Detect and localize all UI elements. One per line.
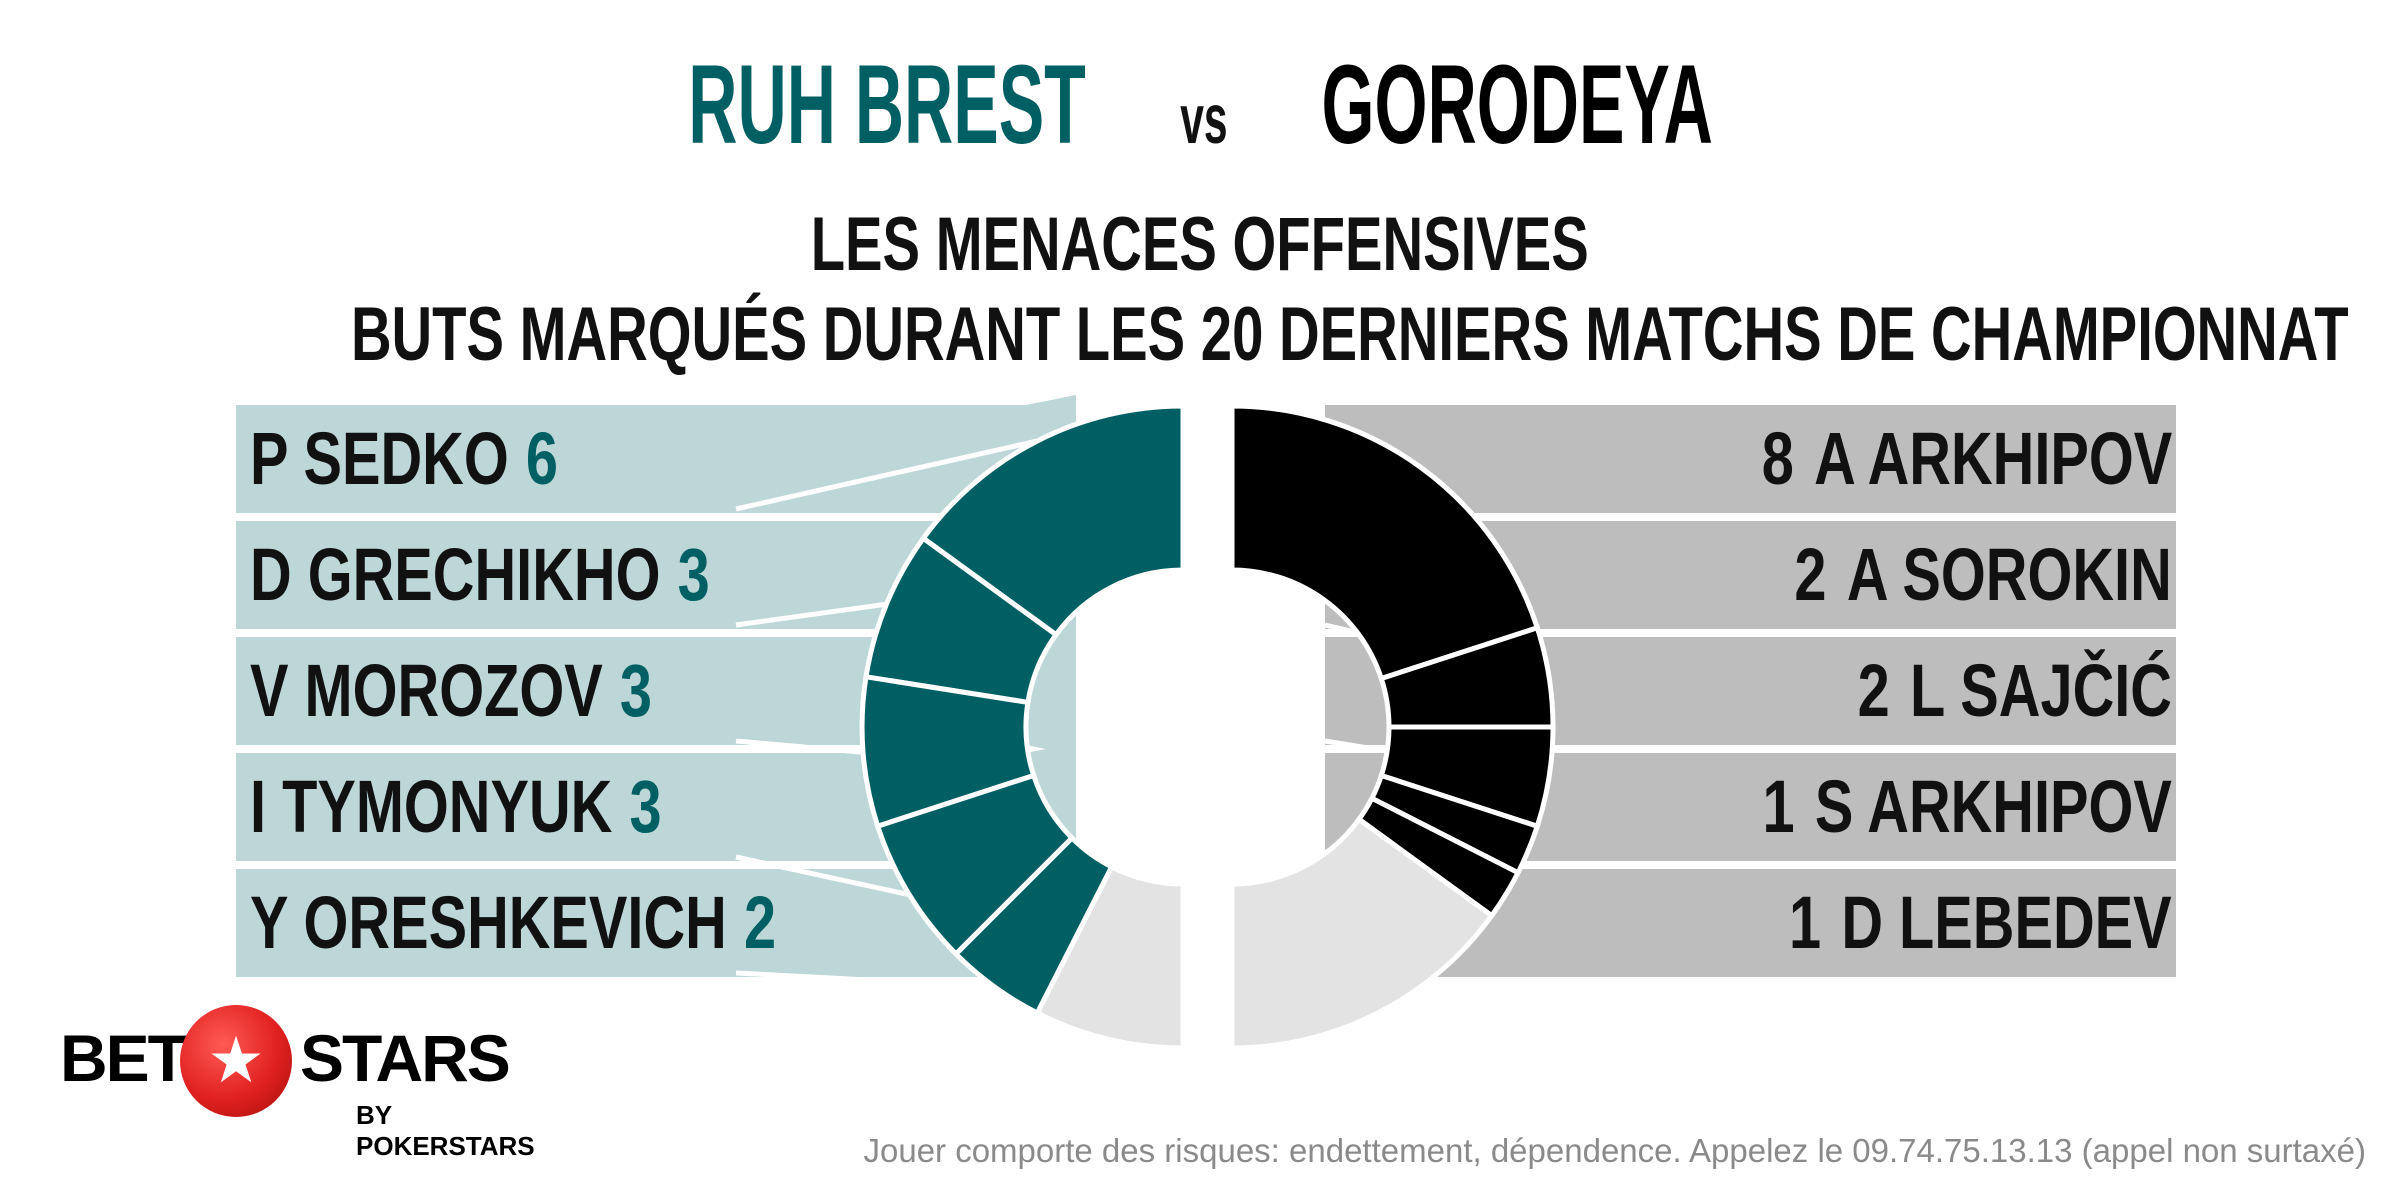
goal-count: 3 (629, 765, 662, 848)
player-name: S ARKHIPOV (1814, 765, 2172, 848)
logo-ball-icon: ★ (180, 1005, 292, 1117)
goal-count: 1 (1789, 881, 1822, 964)
goal-count: 2 (1857, 649, 1890, 732)
away-team-name: GORODEYA (1321, 42, 1713, 167)
donut-remainder-segment (1033, 863, 1186, 1051)
goal-count: 3 (677, 533, 710, 616)
match-title: RUH BREST vs GORODEYA (0, 40, 2400, 184)
player-name: V MOROZOV (250, 649, 603, 732)
donut-rings (859, 403, 1556, 1051)
player-name: L SAJČIĆ (1910, 649, 2172, 732)
goal-count: 3 (619, 649, 653, 732)
goal-count: 2 (1794, 533, 1827, 616)
home-team-name: RUH BREST (687, 42, 1086, 167)
leader-line (735, 601, 887, 628)
chart-subtitle: LES MENACES OFFENSIVES (810, 202, 1590, 287)
player-name: D LEBEDEV (1841, 881, 2172, 964)
donut-remainder-segment (1229, 815, 1496, 1051)
player-label: Y ORESHKEVICH 2 (250, 869, 925, 977)
gambling-disclaimer: Jouer comporte des risques: endettement,… (863, 1132, 2366, 1169)
chart-subtitle-detail: BUTS MARQUÉS DURANT LES 20 DERNIERS MATC… (350, 292, 2349, 377)
player-name: A SOROKIN (1847, 533, 2172, 616)
donut-segment (1229, 403, 1541, 682)
player-name: P SEDKO (250, 417, 509, 500)
leader-line (735, 738, 864, 755)
label-band (236, 395, 1076, 523)
donut-segment (919, 403, 1186, 639)
logo-subtitle: BY POKERSTARS (356, 1100, 535, 1161)
player-label: D GRECHIKHO 3 (250, 521, 839, 629)
star-icon: ★ (207, 1024, 265, 1098)
player-label: V MOROZOV 3 (250, 637, 765, 745)
goal-count: 8 (1761, 417, 1794, 500)
player-name: D GRECHIKHO (250, 533, 661, 616)
label-band (236, 859, 1076, 987)
goal-count: 2 (744, 881, 777, 964)
player-label: P SEDKO 6 (250, 405, 645, 513)
label-band (1325, 405, 2176, 513)
goal-count: 6 (525, 417, 559, 500)
betstars-logo: BET ★ STARS BY POKERSTARS (60, 1000, 535, 1161)
player-name: Y ORESHKEVICH (250, 881, 727, 964)
player-label: I TYMONYUK 3 (250, 753, 778, 861)
player-name: A ARKHIPOV (1813, 417, 2172, 500)
logo-text-stars: STARS (300, 1021, 511, 1095)
vs-label: vs (1180, 80, 1228, 158)
player-name: I TYMONYUK (250, 765, 613, 848)
logo-text-bet: BET (60, 1021, 188, 1095)
leader-line (735, 970, 995, 990)
goal-count: 1 (1762, 765, 1795, 848)
leader-line (735, 854, 910, 898)
leader-line (735, 438, 1038, 512)
